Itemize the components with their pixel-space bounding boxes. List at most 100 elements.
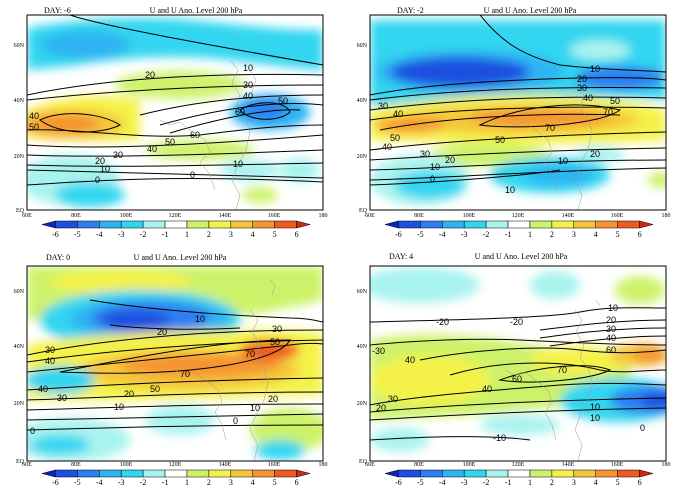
colorbar-swatch — [208, 469, 232, 478]
svg-text:10: 10 — [233, 159, 243, 169]
svg-text:20: 20 — [157, 327, 167, 337]
svg-text:40: 40 — [482, 384, 492, 394]
svg-text:0: 0 — [190, 170, 195, 180]
colorbar-2: -6 -5 -4 -3 -2 -1 1 2 3 4 5 6 — [41, 469, 311, 487]
svg-text:10: 10 — [114, 402, 124, 412]
map-area — [370, 266, 666, 461]
svg-text:40: 40 — [405, 355, 415, 365]
svg-text:30: 30 — [388, 394, 398, 404]
colorbar-tick-label: -1 — [505, 478, 512, 487]
svg-text:30: 30 — [272, 324, 282, 334]
svg-text:30: 30 — [243, 80, 253, 90]
svg-text:70: 70 — [545, 123, 555, 133]
svg-text:160E: 160E — [268, 213, 281, 219]
colorbar-tick-label: -2 — [140, 230, 147, 239]
svg-text:120E: 120E — [512, 462, 525, 468]
svg-text:50: 50 — [278, 96, 288, 106]
colorbar-tick-label: 4 — [251, 478, 255, 487]
contour-labels: 10 20 30 40 50 60 40 50 30 20 10 0 40 50… — [29, 63, 288, 185]
colorbar-swatch — [274, 469, 297, 478]
svg-text:120E: 120E — [512, 213, 525, 219]
colorbar-tick-label: 6 — [638, 478, 642, 487]
svg-text:40: 40 — [29, 111, 39, 121]
colorbar-tick-label: -5 — [74, 478, 81, 487]
svg-text:10: 10 — [195, 314, 205, 324]
contour-labels: 10 20 30 40 50 70 30 40 50 40 30 20 10 0… — [378, 64, 620, 195]
colorbar-swatch — [398, 469, 421, 478]
svg-text:30: 30 — [420, 149, 430, 159]
colorbar-tick-label: -2 — [483, 478, 490, 487]
svg-text:40: 40 — [606, 333, 616, 343]
svg-text:100E: 100E — [463, 213, 476, 219]
colorbar-swatch — [595, 220, 618, 229]
colorbar-swatch — [420, 469, 443, 478]
svg-text:10: 10 — [430, 162, 440, 172]
colorbar-tick-label: 5 — [616, 478, 620, 487]
colorbar-tick-label: 2 — [207, 230, 211, 239]
svg-text:10: 10 — [250, 403, 260, 413]
svg-text:40: 40 — [243, 91, 253, 101]
svg-text:10: 10 — [505, 185, 515, 195]
svg-text:60N: 60N — [357, 43, 368, 49]
svg-text:60E: 60E — [365, 213, 375, 219]
panel-day-0: DAY: 0 U and U Ano. Level 200 hPa — [14, 253, 328, 468]
svg-text:50: 50 — [270, 337, 280, 347]
colorbar-tick-label: 3 — [572, 478, 576, 487]
colorbar-tick-label: 1 — [528, 230, 532, 239]
svg-text:30: 30 — [606, 324, 616, 334]
colorbar-swatch — [507, 469, 531, 478]
colorbar-tick-label: -1 — [162, 478, 169, 487]
colorbar-swatch — [164, 469, 188, 478]
svg-text:10: 10 — [590, 413, 600, 423]
colorbar-3: -6 -5 -4 -3 -2 -1 1 2 3 4 5 6 — [384, 469, 654, 487]
svg-text:10: 10 — [608, 303, 618, 313]
svg-text:60: 60 — [606, 345, 616, 355]
svg-text:60E: 60E — [22, 462, 32, 468]
colorbar-tick-label: 6 — [638, 230, 642, 239]
svg-text:100E: 100E — [120, 213, 133, 219]
colorbars: -6 -5 -4 -3 -2 -1 1 2 3 4 5 6 -6 -5 -4 -3 -2 -1 1 2 3 4 5 6 -6 -5… — [41, 220, 654, 487]
svg-text:40: 40 — [393, 109, 403, 119]
colorbar-tick-label: -2 — [140, 478, 147, 487]
colorbar-tick-label: -6 — [52, 478, 59, 487]
colorbar-tick-label: -1 — [162, 230, 169, 239]
colorbar-end-left — [384, 220, 399, 229]
colorbar-swatch — [120, 469, 144, 478]
svg-text:50: 50 — [29, 122, 39, 132]
colorbar-tick-label: 3 — [229, 478, 233, 487]
colorbar-tick-label: 3 — [572, 230, 576, 239]
svg-text:120E: 120E — [169, 462, 182, 468]
svg-text:80E: 80E — [414, 462, 424, 468]
colorbar-swatch — [551, 469, 575, 478]
svg-text:60: 60 — [190, 130, 200, 140]
svg-text:EQ: EQ — [359, 208, 368, 214]
map-frame — [26, 14, 324, 211]
day-label: DAY: -6 — [44, 6, 71, 15]
colorbar-swatch — [208, 220, 232, 229]
svg-text:160E: 160E — [611, 462, 624, 468]
svg-text:-30: -30 — [372, 346, 385, 356]
svg-text:10: 10 — [558, 156, 568, 166]
svg-text:30: 30 — [577, 83, 587, 93]
colorbar-swatch — [99, 220, 122, 229]
colorbar-tick-label: -6 — [52, 230, 59, 239]
colorbar-tick-label: 4 — [251, 230, 255, 239]
svg-text:180: 180 — [662, 462, 671, 468]
colorbar-swatch — [230, 220, 253, 229]
svg-text:180: 180 — [319, 213, 328, 219]
svg-text:20N: 20N — [14, 401, 25, 407]
colorbar-swatch — [55, 220, 78, 229]
svg-text:-10: -10 — [493, 433, 506, 443]
colorbar-swatch — [77, 469, 100, 478]
y-axis-ticks: EQ 20N 40N 60N — [14, 43, 25, 214]
svg-text:40N: 40N — [357, 344, 368, 350]
colorbar-swatch — [463, 469, 487, 478]
svg-text:40N: 40N — [14, 98, 25, 104]
svg-text:60N: 60N — [14, 43, 25, 49]
svg-text:20: 20 — [95, 156, 105, 166]
map-frame — [369, 14, 667, 211]
colorbar-swatch — [617, 469, 640, 478]
colorbar-tick-label: -3 — [118, 478, 125, 487]
colorbar-end-left — [384, 469, 399, 478]
